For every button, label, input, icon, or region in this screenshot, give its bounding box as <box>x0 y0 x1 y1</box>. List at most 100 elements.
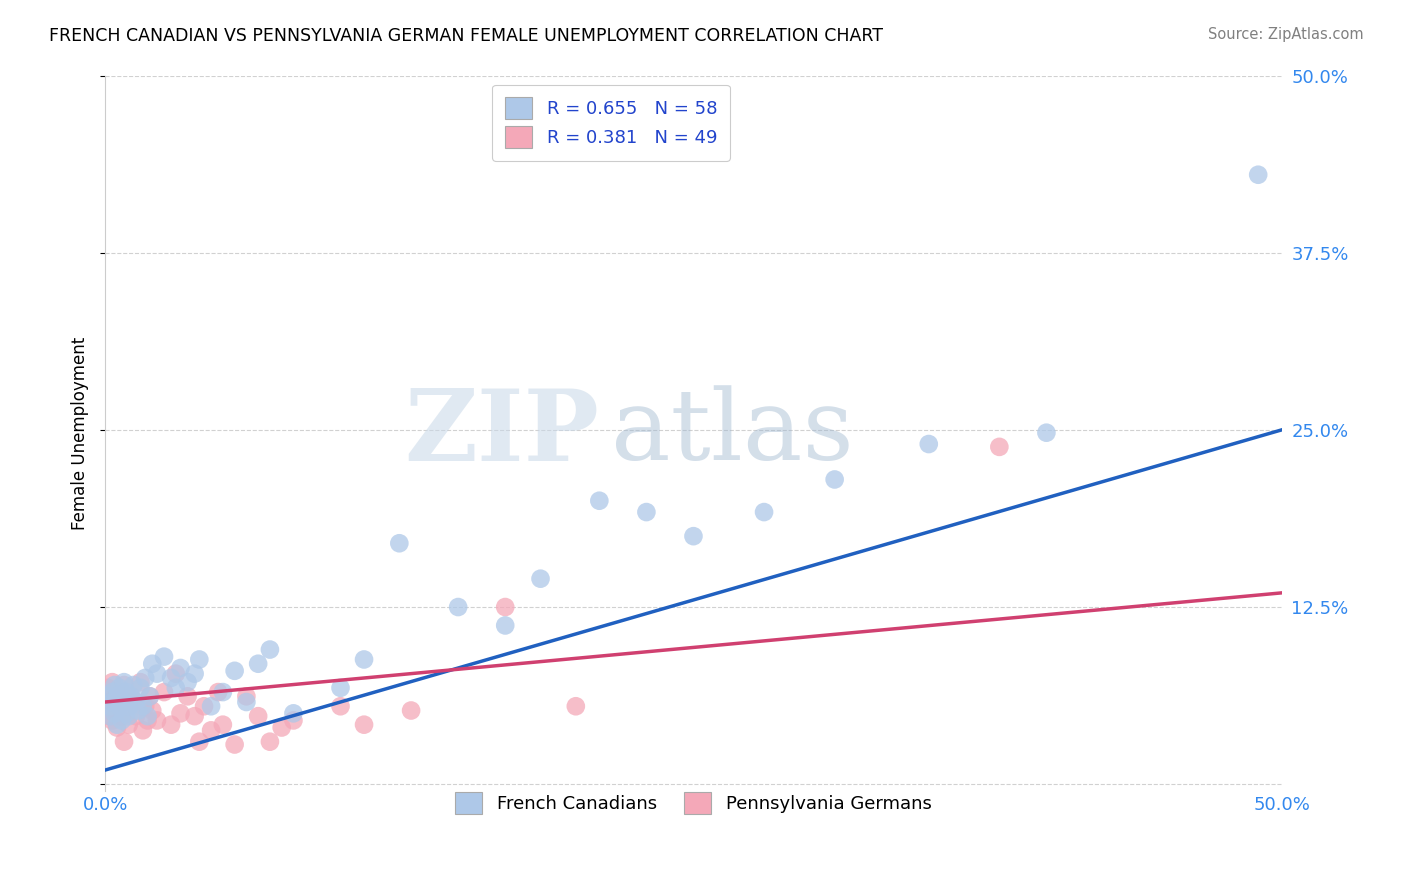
Point <box>112 734 135 748</box>
Point <box>447 600 470 615</box>
Point <box>176 690 198 704</box>
Point <box>104 690 127 704</box>
Point <box>112 695 135 709</box>
Point <box>105 706 128 721</box>
Legend: French Canadians, Pennsylvania Germans: French Canadians, Pennsylvania Germans <box>444 781 942 825</box>
Point <box>115 706 138 721</box>
Point <box>918 437 941 451</box>
Point <box>97 681 120 695</box>
Point <box>752 505 775 519</box>
Point <box>111 692 134 706</box>
Point <box>120 690 142 704</box>
Point <box>118 717 141 731</box>
Point <box>160 671 183 685</box>
Point <box>235 695 257 709</box>
Point <box>388 536 411 550</box>
Point <box>108 699 131 714</box>
Point <box>136 709 159 723</box>
Y-axis label: Female Unemployment: Female Unemployment <box>72 337 89 530</box>
Point <box>134 699 156 714</box>
Point <box>104 706 127 721</box>
Point <box>125 709 148 723</box>
Point <box>104 699 127 714</box>
Point <box>183 666 205 681</box>
Point <box>529 572 551 586</box>
Point <box>111 714 134 728</box>
Point <box>132 699 155 714</box>
Point <box>125 695 148 709</box>
Point <box>193 699 215 714</box>
Point <box>153 685 176 699</box>
Point <box>108 681 131 695</box>
Text: Source: ZipAtlas.com: Source: ZipAtlas.com <box>1208 27 1364 42</box>
Point <box>353 717 375 731</box>
Point <box>118 699 141 714</box>
Point <box>111 709 134 723</box>
Point <box>115 685 138 699</box>
Text: ZIP: ZIP <box>405 385 599 482</box>
Point <box>1035 425 1057 440</box>
Point <box>224 738 246 752</box>
Point <box>329 681 352 695</box>
Point <box>165 666 187 681</box>
Point <box>105 717 128 731</box>
Text: FRENCH CANADIAN VS PENNSYLVANIA GERMAN FEMALE UNEMPLOYMENT CORRELATION CHART: FRENCH CANADIAN VS PENNSYLVANIA GERMAN F… <box>49 27 883 45</box>
Point <box>98 709 121 723</box>
Point <box>283 706 305 721</box>
Point <box>200 699 222 714</box>
Point <box>588 493 610 508</box>
Point <box>141 657 163 671</box>
Point <box>188 652 211 666</box>
Point <box>259 734 281 748</box>
Point <box>104 678 127 692</box>
Point <box>636 505 658 519</box>
Point <box>200 723 222 738</box>
Point <box>146 714 169 728</box>
Point <box>127 704 149 718</box>
Point <box>98 709 121 723</box>
Point <box>399 704 422 718</box>
Point <box>235 690 257 704</box>
Point <box>105 721 128 735</box>
Point <box>101 695 124 709</box>
Point <box>146 666 169 681</box>
Point <box>283 714 305 728</box>
Point <box>169 706 191 721</box>
Point <box>183 709 205 723</box>
Point <box>988 440 1011 454</box>
Point <box>153 649 176 664</box>
Point <box>139 690 162 704</box>
Point <box>224 664 246 678</box>
Point <box>134 671 156 685</box>
Point <box>270 721 292 735</box>
Point <box>108 685 131 699</box>
Point <box>139 690 162 704</box>
Point <box>112 678 135 692</box>
Point <box>112 675 135 690</box>
Point <box>329 699 352 714</box>
Point <box>122 678 145 692</box>
Point <box>132 723 155 738</box>
Point <box>212 685 235 699</box>
Point <box>824 473 846 487</box>
Point <box>129 681 152 695</box>
Point <box>97 690 120 704</box>
Point <box>118 709 141 723</box>
Point <box>247 657 270 671</box>
Point <box>169 661 191 675</box>
Point <box>108 695 131 709</box>
Point <box>247 709 270 723</box>
Point <box>101 675 124 690</box>
Point <box>259 642 281 657</box>
Point <box>353 652 375 666</box>
Point <box>129 675 152 690</box>
Point <box>494 618 516 632</box>
Point <box>105 690 128 704</box>
Point <box>115 699 138 714</box>
Point <box>212 717 235 731</box>
Point <box>122 695 145 709</box>
Point <box>176 675 198 690</box>
Point <box>98 695 121 709</box>
Point <box>141 704 163 718</box>
Point <box>101 685 124 699</box>
